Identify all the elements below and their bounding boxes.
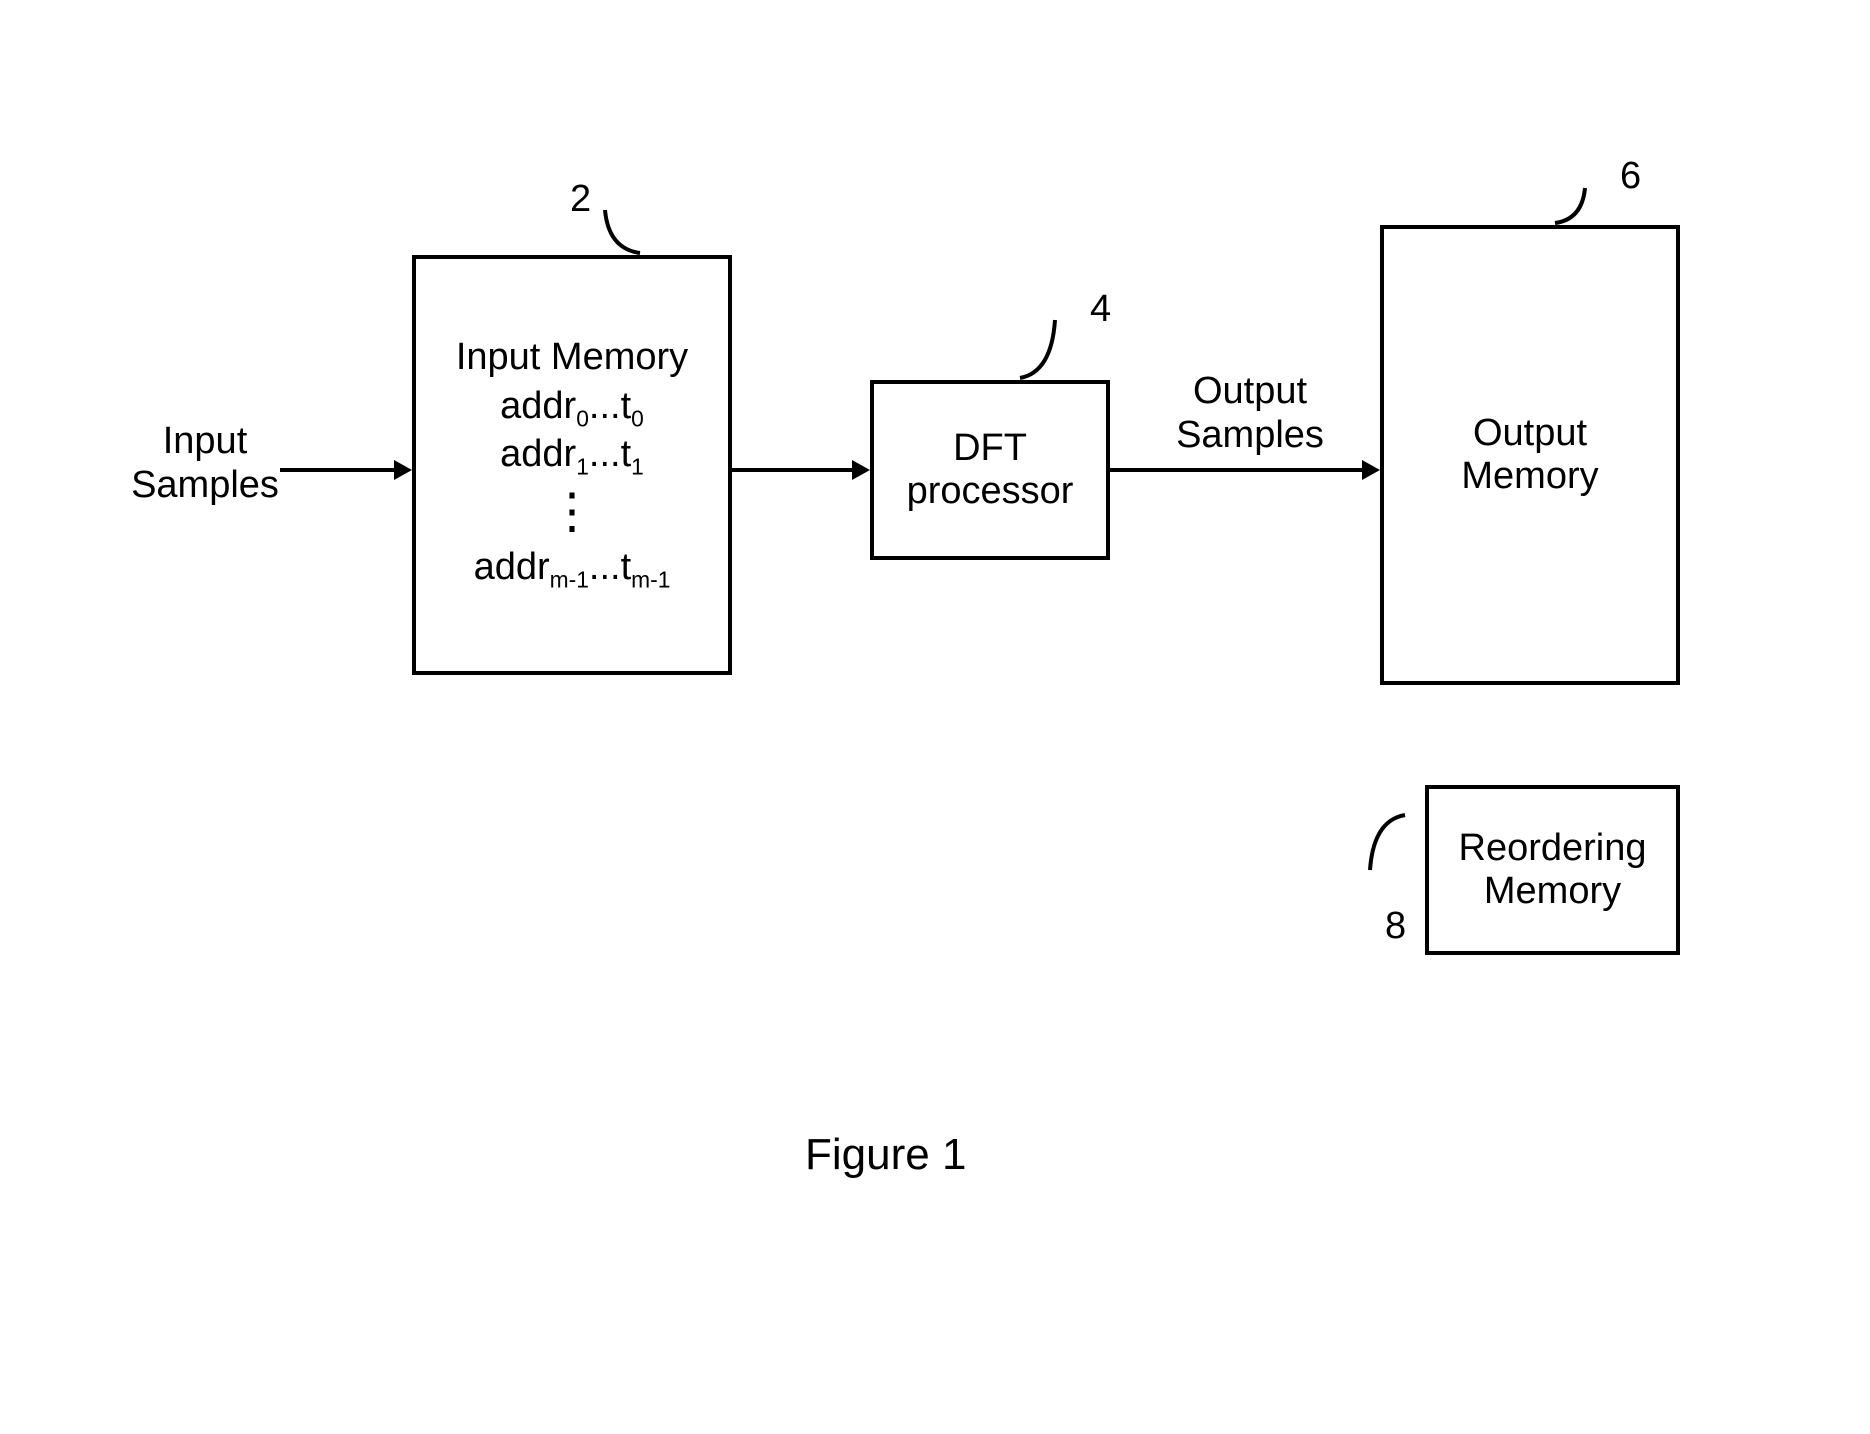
input-samples-label: InputSamples: [120, 420, 290, 507]
reordering-memory-box: ReorderingMemory: [1425, 785, 1680, 955]
callout-input-memory: [585, 190, 660, 273]
figure-caption: Figure 1: [805, 1130, 966, 1181]
diagram-stage: InputSamples Input Memory addr0...t0 add…: [0, 0, 1870, 1434]
callout-number-input-memory: 2: [570, 178, 591, 222]
input-memory-title: Input Memory: [456, 336, 688, 379]
callout-number-reordering-memory: 8: [1385, 905, 1406, 949]
callout-number-dft: 4: [1090, 288, 1111, 332]
input-memory-row: addr1...t1: [500, 433, 644, 481]
output-samples-label: OutputSamples: [1150, 370, 1350, 457]
dft-processor-box: DFTprocessor: [870, 380, 1110, 560]
callout-dft: [1000, 300, 1075, 398]
output-memory-text: OutputMemory: [1461, 412, 1598, 498]
arrow-mid: [722, 450, 880, 490]
output-memory-box: OutputMemory: [1380, 225, 1680, 685]
dft-text: DFTprocessor: [907, 427, 1074, 513]
reordering-memory-text: ReorderingMemory: [1459, 827, 1647, 913]
callout-output-memory: [1535, 168, 1605, 243]
callout-reordering-memory: [1350, 795, 1425, 890]
input-memory-row: addr0...t0: [500, 385, 644, 433]
input-memory-row: ⋮: [547, 502, 596, 524]
input-memory-box: Input Memory addr0...t0 addr1...t1 ⋮ add…: [412, 255, 732, 675]
input-memory-row: addrm-1...tm-1: [474, 546, 671, 594]
arrow-input: [270, 450, 422, 490]
callout-number-output-memory: 6: [1620, 155, 1641, 199]
